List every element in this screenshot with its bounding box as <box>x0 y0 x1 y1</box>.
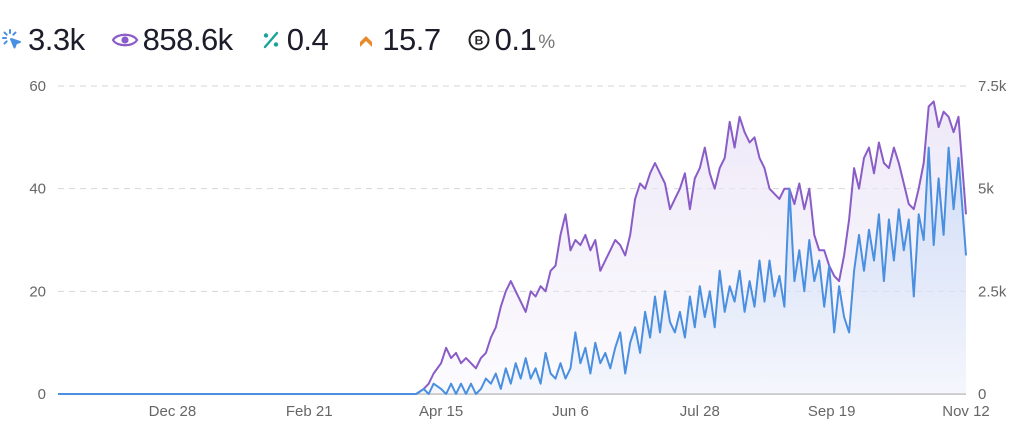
y-left-tick-label: 20 <box>29 283 46 300</box>
svg-text:B: B <box>474 34 483 48</box>
metric-position[interactable]: 15.7 <box>354 22 441 58</box>
series-areas <box>58 101 966 395</box>
metric-b[interactable]: B 0.1 % <box>467 22 556 58</box>
y-right-tick-label: 7.5k <box>978 78 1007 95</box>
metric-ctr[interactable]: 0.4 <box>259 22 329 58</box>
metric-clicks-value: 3.3k <box>28 22 85 57</box>
metric-impressions-value: 858.6k <box>142 22 234 57</box>
x-tick-label: Sep 19 <box>808 403 856 420</box>
series-area-0 <box>58 147 966 394</box>
x-tick-label: Dec 28 <box>149 403 197 420</box>
series-lines <box>58 100 967 395</box>
metric-b-value: 0.1 <box>494 22 537 57</box>
y-right-tick-label: 5k <box>978 181 994 198</box>
x-tick-label: Feb 21 <box>286 403 333 420</box>
metric-impressions[interactable]: 858.6k <box>111 22 233 58</box>
x-tick-label: Apr 15 <box>419 403 463 420</box>
click-icon <box>0 28 24 52</box>
percent-icon <box>259 28 283 52</box>
series-line-1 <box>58 100 967 395</box>
chevron-up-icon <box>354 28 378 52</box>
b-circle-icon: B <box>467 28 491 52</box>
metric-b-unit: % <box>538 32 556 53</box>
y-left-tick-label: 40 <box>29 181 46 198</box>
eye-icon <box>111 28 139 52</box>
axis-ticks: 0 20 40 60 0 2.5k 5k 7.5k Dec 28 Feb 21 Apr 15 Jun … <box>29 78 1007 420</box>
metric-ctr-value: 0.4 <box>286 22 329 57</box>
y-right-tick-label: 2.5k <box>978 283 1007 300</box>
metrics-bar: 3.3k 858.6k 0.4 15.7 <box>0 18 581 62</box>
x-tick-label: Jul 28 <box>680 403 720 420</box>
metric-position-value: 15.7 <box>382 22 441 57</box>
x-tick-label: Jun 6 <box>552 403 589 420</box>
y-right-tick-label: 0 <box>978 386 986 403</box>
x-tick-label: Nov 12 <box>942 403 990 420</box>
series-line-0 <box>58 146 967 395</box>
y-left-tick-label: 60 <box>29 78 46 95</box>
y-left-tick-label: 0 <box>38 386 46 403</box>
metric-clicks[interactable]: 3.3k <box>0 22 85 58</box>
